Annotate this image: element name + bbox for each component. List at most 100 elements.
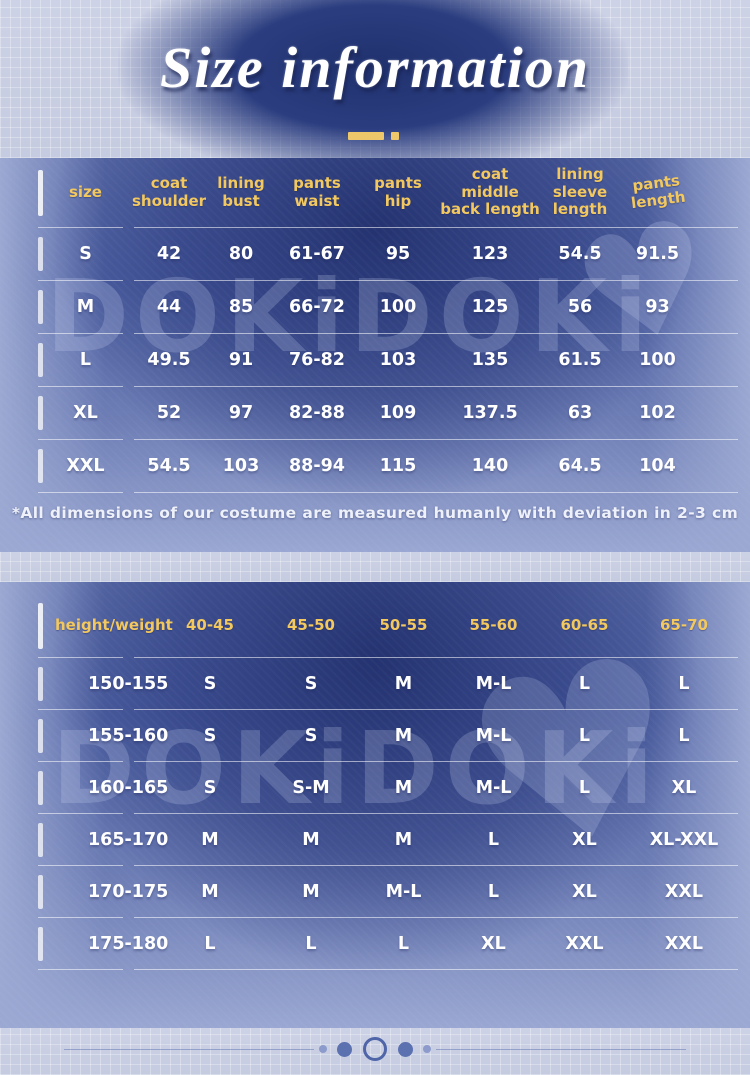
title-underline-accent	[348, 132, 399, 140]
weight-column-header: 50-55	[358, 595, 449, 657]
height-label-cell: 170-175	[38, 866, 168, 918]
height-label: 150-155	[88, 673, 169, 694]
recommendation-cell: L	[358, 918, 449, 969]
recommendation-cell: M	[358, 762, 449, 813]
hw-table-row: 155-160 S S M M-L L L	[0, 710, 750, 762]
size-value: 135	[471, 350, 509, 370]
height-label-cell: 160-165	[38, 762, 168, 814]
size-table-row: L 49.5 91 76-82 103 135 61.5 100	[0, 334, 750, 387]
carousel-dot-medium-right	[398, 1041, 413, 1057]
recommended-size: S	[304, 725, 318, 746]
column-header: lining sleeve length	[540, 158, 620, 227]
column-header-line: waist	[294, 191, 340, 210]
recommendation-cell: XL	[631, 762, 737, 813]
size-value: 93	[645, 297, 670, 317]
size-value: 76-82	[289, 350, 345, 370]
size-value: 88-94	[289, 456, 345, 476]
size-label-cell: S	[38, 228, 123, 281]
recommended-size: M-L	[475, 777, 512, 798]
recommended-size: M	[394, 725, 413, 746]
size-value: 49.5	[147, 350, 191, 370]
recommendation-cell: L	[631, 710, 737, 761]
column-header-text: lining bust	[217, 174, 265, 210]
size-value-cell: 137.5	[440, 387, 540, 439]
size-value: 80	[228, 244, 254, 264]
recommended-size: M-L	[475, 673, 512, 694]
recommendation-cell: M	[264, 866, 358, 917]
recommended-size: L	[578, 725, 591, 746]
size-value-cell: 140	[440, 440, 540, 492]
hw-corner-label: height/weight	[55, 616, 173, 635]
size-value-cell: 109	[356, 387, 440, 439]
recommended-size: S	[304, 673, 318, 694]
column-header-line: coat	[150, 174, 188, 193]
recommended-size: L	[678, 725, 690, 746]
size-value-cell: 42	[134, 228, 204, 280]
size-value-cell: 123	[440, 228, 540, 280]
size-value-cell: 115	[356, 440, 440, 492]
height-label: 170-175	[88, 881, 169, 902]
recommendation-cell: XL	[449, 918, 538, 969]
recommended-size: XL-XXL	[649, 829, 719, 850]
recommended-size: M	[201, 829, 219, 850]
row-tick-decoration	[38, 343, 43, 377]
recommendation-cell: XXL	[631, 866, 737, 917]
weight-header-text: 45-50	[287, 616, 335, 635]
size-value: 66-72	[289, 297, 345, 317]
size-value-cell: 54.5	[540, 228, 620, 280]
size-value: 140	[471, 456, 509, 476]
row-tick-decoration	[38, 237, 43, 271]
recommended-size: L	[487, 829, 500, 850]
recommended-size: S	[203, 725, 217, 746]
recommendation-cell: XXL	[631, 918, 737, 969]
size-value: 63	[567, 403, 593, 423]
size-value: 103	[222, 456, 260, 476]
recommendation-cell: XL-XXL	[631, 814, 737, 865]
carousel-dot-medium-left	[337, 1041, 352, 1057]
size-table-section: DOKiDOKi ♥ size coat shoulder lining bust pan…	[0, 158, 750, 552]
row-tick-decoration	[38, 396, 43, 430]
recommendation-cell: M-L	[358, 866, 449, 917]
size-value: 102	[639, 403, 676, 423]
section-divider-strip	[0, 552, 750, 582]
size-row-values: 49.5 91 76-82 103 135 61.5 100	[134, 334, 738, 387]
recommended-size: M	[302, 881, 320, 902]
size-label: L	[79, 350, 92, 370]
size-value-cell: 61-67	[278, 228, 356, 280]
recommendation-cell: L	[538, 658, 631, 709]
weight-column-header: 55-60	[449, 595, 538, 657]
size-value: 91	[228, 350, 254, 370]
hw-row-values: L L L XL XXL XXL	[134, 918, 738, 970]
size-value: 100	[639, 350, 676, 370]
size-label-cell: L	[38, 334, 123, 387]
recommended-size: L	[305, 933, 317, 954]
hw-row-values: M M M-L L XL XXL	[134, 866, 738, 918]
column-header: pants waist	[278, 158, 356, 227]
recommendation-cell: M	[134, 814, 264, 865]
divider-line-right	[436, 1048, 686, 1050]
recommendation-cell: L	[134, 918, 264, 969]
divider-line-left	[64, 1048, 314, 1050]
weight-header-text: 60-65	[560, 616, 609, 635]
size-value-cell: 49.5	[134, 334, 204, 386]
recommendation-cell: XL	[538, 814, 631, 865]
size-row-values: 44 85 66-72 100 125 56 93	[134, 281, 738, 334]
carousel-dot-current	[363, 1037, 387, 1061]
size-table-corner-cell: size	[38, 158, 123, 228]
recommended-size: S	[203, 673, 217, 694]
page-title: Size information	[159, 35, 591, 100]
height-label: 155-160	[88, 725, 169, 746]
column-header-line: back length	[440, 200, 540, 219]
row-tick-decoration	[38, 718, 43, 753]
weight-header-text: 65-70	[660, 616, 708, 635]
column-header-line: bust	[222, 191, 260, 210]
recommended-size: M	[302, 829, 320, 850]
size-value: 61-67	[289, 244, 345, 264]
size-value: 54.5	[558, 244, 602, 264]
size-value-cell: 76-82	[278, 334, 356, 386]
size-value: 115	[379, 456, 417, 476]
size-value: 109	[379, 403, 417, 423]
recommendation-cell: L	[538, 762, 631, 813]
hw-row-values: M M M L XL XL-XXL	[134, 814, 738, 866]
column-header: pants length	[620, 158, 737, 227]
